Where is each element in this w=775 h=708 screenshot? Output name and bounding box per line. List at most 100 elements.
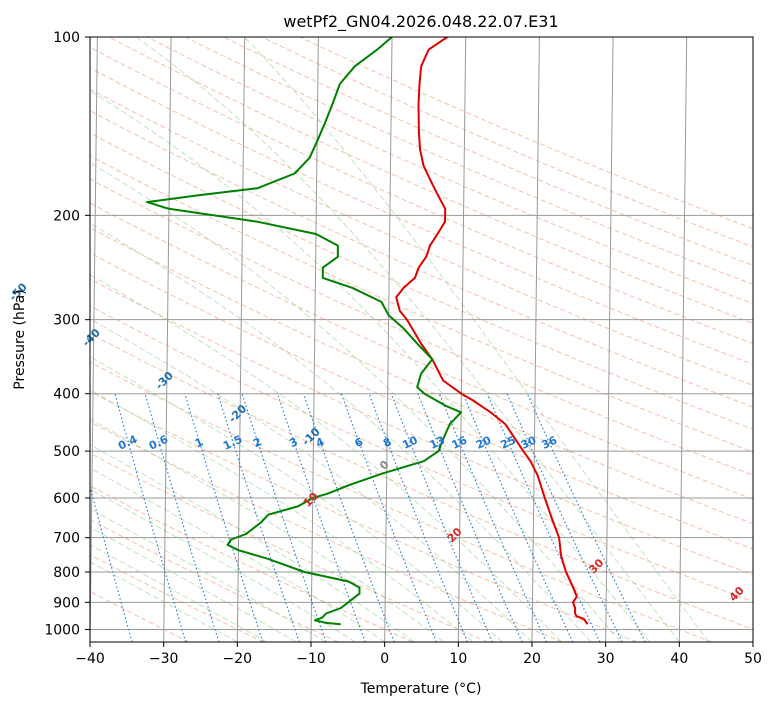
dry-adiabat-label: 40 [727, 584, 747, 604]
isotherm-label: -20 [226, 402, 249, 425]
x-axis-label: Temperature (°C) [360, 681, 482, 697]
y-tick-label: 900 [53, 595, 80, 611]
isotherm-line [678, 37, 688, 642]
x-tick-label: 50 [744, 651, 762, 667]
dry-adiabat-line [90, 485, 414, 642]
dry-adiabat-line [90, 305, 753, 603]
y-tick-label: 800 [53, 565, 80, 581]
moist-adiabat-line [90, 318, 533, 642]
y-tick-label: 600 [53, 491, 80, 507]
x-tick-label: −20 [223, 651, 253, 667]
plot-frame [89, 36, 754, 643]
isotherm-line [457, 37, 467, 642]
mixing-ratio-line [114, 393, 187, 642]
dry-adiabat-line [90, 332, 753, 630]
mixing-ratio-line [217, 393, 300, 642]
dry-adiabat-line [90, 178, 753, 476]
mixing-ratio-label: 36 [540, 433, 560, 451]
dry-adiabat-line [261, 37, 753, 248]
dry-adiabat-line [184, 37, 753, 285]
dry-adiabat-line [90, 67, 753, 365]
mixing-ratio-line [276, 393, 366, 642]
dry-adiabat-line [90, 46, 753, 345]
dry-adiabat-line [223, 37, 753, 266]
moist-adiabat-line [90, 508, 326, 642]
mixing-ratio-line [340, 393, 437, 642]
mixing-ratio-label: 30 [519, 433, 539, 451]
moist-adiabat-line [90, 444, 415, 642]
isotherm-line [605, 37, 614, 642]
x-tick-label: −10 [296, 651, 326, 667]
x-tick-label: 30 [597, 651, 615, 667]
moist-adiabat-line [90, 222, 592, 642]
isotherm-line [310, 37, 319, 642]
mixing-ratio-line [462, 393, 574, 642]
y-tick-label: 100 [53, 30, 80, 46]
mixing-ratio-label: 8 [381, 435, 393, 450]
pressure-gridlines [90, 37, 753, 630]
moist-adiabat-line [90, 161, 621, 642]
mixing-ratio-label: 2 [251, 435, 263, 450]
isotherm-line [236, 37, 246, 642]
dry-adiabat-label: 10 [301, 490, 321, 510]
dry-adiabat-line [90, 202, 753, 500]
y-axis-label: Pressure (hPa) [12, 289, 28, 389]
mixing-ratio-line [144, 393, 220, 642]
isotherm-line [163, 37, 172, 642]
moist-adiabats [90, 37, 710, 642]
x-tick-label: 0 [380, 651, 389, 667]
x-tick-label: −40 [75, 651, 105, 667]
mixing-ratio-label: 1 [193, 435, 205, 450]
moist-adiabat-line [90, 526, 297, 642]
mixing-ratio-line [90, 484, 133, 642]
mixing-ratio-label: 20 [474, 433, 494, 451]
mixing-ratio-line [390, 393, 493, 642]
isotherm-label: -40 [80, 326, 103, 349]
y-axis-ticks: 100 200 300 400 500 600 700 800 900 1000 [44, 30, 90, 638]
moist-adiabat-line [90, 389, 474, 642]
x-tick-label: 10 [449, 651, 467, 667]
dry-adiabat-line [299, 37, 753, 230]
dry-adiabats [90, 37, 753, 642]
dry-adiabat-line [90, 155, 753, 453]
mixing-ratio-label: 13 [428, 434, 447, 452]
mixing-ratio-line [438, 393, 547, 642]
y-tick-label: 400 [53, 387, 80, 403]
dewpoint-profile [145, 37, 463, 626]
isotherm-line [531, 37, 540, 642]
y-tick-label: 700 [53, 531, 80, 547]
dry-adiabat-line [90, 278, 753, 576]
mixing-ratio-label: 16 [450, 433, 470, 451]
chart-title: wetPf2_GN04.2026.048.22.07.E31 [283, 12, 558, 32]
dry-adiabat-line [90, 519, 339, 642]
dry-adiabat-line [108, 37, 753, 324]
moist-adiabat-line [90, 418, 444, 642]
moist-adiabat-line [90, 561, 238, 642]
isotherm-label: -30 [153, 369, 176, 392]
moist-adiabat-line [135, 37, 680, 642]
x-axis-ticks: −40 −30 −20 −10 0 10 20 30 40 50 [75, 642, 762, 667]
mixing-ratio-label: 0.6 [147, 433, 170, 453]
dry-adiabat-line [90, 554, 264, 642]
isotherms [90, 37, 753, 642]
isotherm-label: 0 [377, 458, 392, 473]
isotherm-line [752, 601, 753, 642]
dry-adiabat-label: 20 [445, 525, 465, 545]
y-tick-label: 500 [53, 444, 80, 460]
x-tick-label: −30 [149, 651, 179, 667]
mixing-ratio-label: 10 [400, 433, 420, 451]
dry-adiabat-line [90, 132, 753, 430]
mixing-ratio-line [368, 393, 469, 642]
moist-adiabat-line [90, 90, 651, 642]
mixing-ratio-label: 6 [353, 435, 366, 450]
moist-adiabat-line [90, 488, 356, 642]
dry-adiabat-line [90, 252, 753, 550]
mixing-ratio-line [241, 393, 327, 642]
dry-adiabat-line [90, 227, 753, 525]
mixing-ratio-label: 0.4 [116, 433, 139, 453]
y-tick-label: 1000 [44, 622, 80, 638]
dry-adiabat-line [90, 110, 753, 408]
y-tick-label: 300 [53, 313, 80, 329]
isotherm-line [90, 37, 98, 642]
